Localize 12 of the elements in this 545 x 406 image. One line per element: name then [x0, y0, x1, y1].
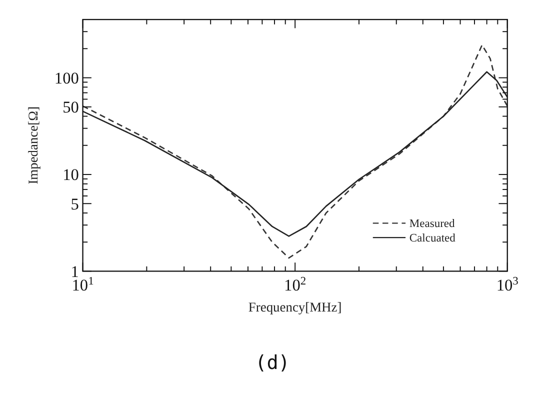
legend-label: Calcuated — [409, 232, 456, 244]
x-axis-title: Frequency[MHz] — [248, 300, 342, 315]
legend-label: Measured — [409, 218, 456, 230]
y-tick-label: 10 — [62, 165, 79, 184]
y-tick-label: 5 — [70, 194, 79, 214]
y-tick-label: 100 — [54, 68, 79, 88]
y-tick-label: 50 — [62, 98, 79, 117]
y-tick-label: 1 — [70, 262, 79, 281]
x-tick-label: 10$^{2}$ — [284, 275, 306, 294]
y-axis-title: Impedance[Ω] — [26, 106, 41, 184]
text: (d) — [255, 351, 290, 374]
x-tick-label: 10$^{3}$ — [496, 275, 519, 294]
